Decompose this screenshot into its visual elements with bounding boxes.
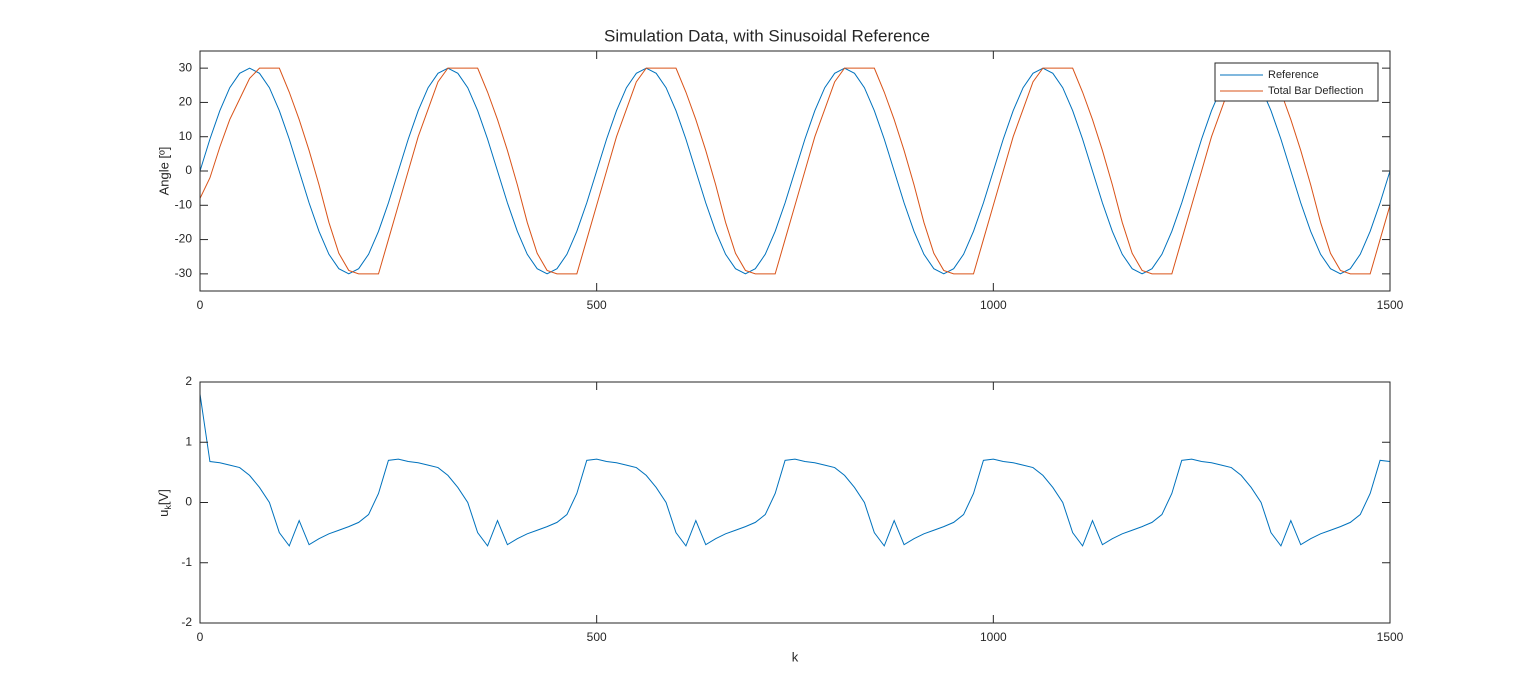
x-tick-label: 500 [587,630,607,644]
x-tick-label: 500 [587,298,607,312]
y-tick-label: 10 [179,129,193,143]
y-tick-label: -20 [175,232,193,246]
legend-label: Total Bar Deflection [1268,85,1363,97]
data-line [200,393,1390,547]
x-tick-label: 0 [197,298,204,312]
y-axis-label: Angle [º] [156,147,171,196]
y-label-base: u [156,510,171,517]
y-tick-label: 20 [179,95,193,109]
y-tick-label: 0 [185,163,192,177]
legend-label: Reference [1268,69,1319,81]
y-tick-label: -1 [181,555,192,569]
y-label-unit: [V] [156,489,171,505]
y-axis-label: uk[V] [156,489,173,517]
y-tick-label: 1 [185,434,192,448]
x-tick-label: 1000 [980,298,1007,312]
y-tick-label: 2 [185,374,192,388]
x-tick-label: 0 [197,630,204,644]
legend-box [1214,62,1379,102]
x-axis-label: k [792,649,799,664]
data-line [200,67,1390,275]
y-tick-label: 30 [179,60,193,74]
x-tick-label: 1500 [1377,298,1404,312]
y-tick-label: -10 [175,197,193,211]
y-label-sub: k [163,505,173,510]
x-tick-label: 1000 [980,630,1007,644]
plot-area [200,67,1390,275]
data-line [200,67,1390,275]
y-tick-label: -2 [181,615,192,629]
plot-area [200,393,1390,547]
y-tick-label: -30 [175,266,193,280]
chart-title: Simulation Data, with Sinusoidal Referen… [604,26,930,45]
y-tick-label: 0 [185,495,192,509]
x-tick-label: 1500 [1377,630,1404,644]
